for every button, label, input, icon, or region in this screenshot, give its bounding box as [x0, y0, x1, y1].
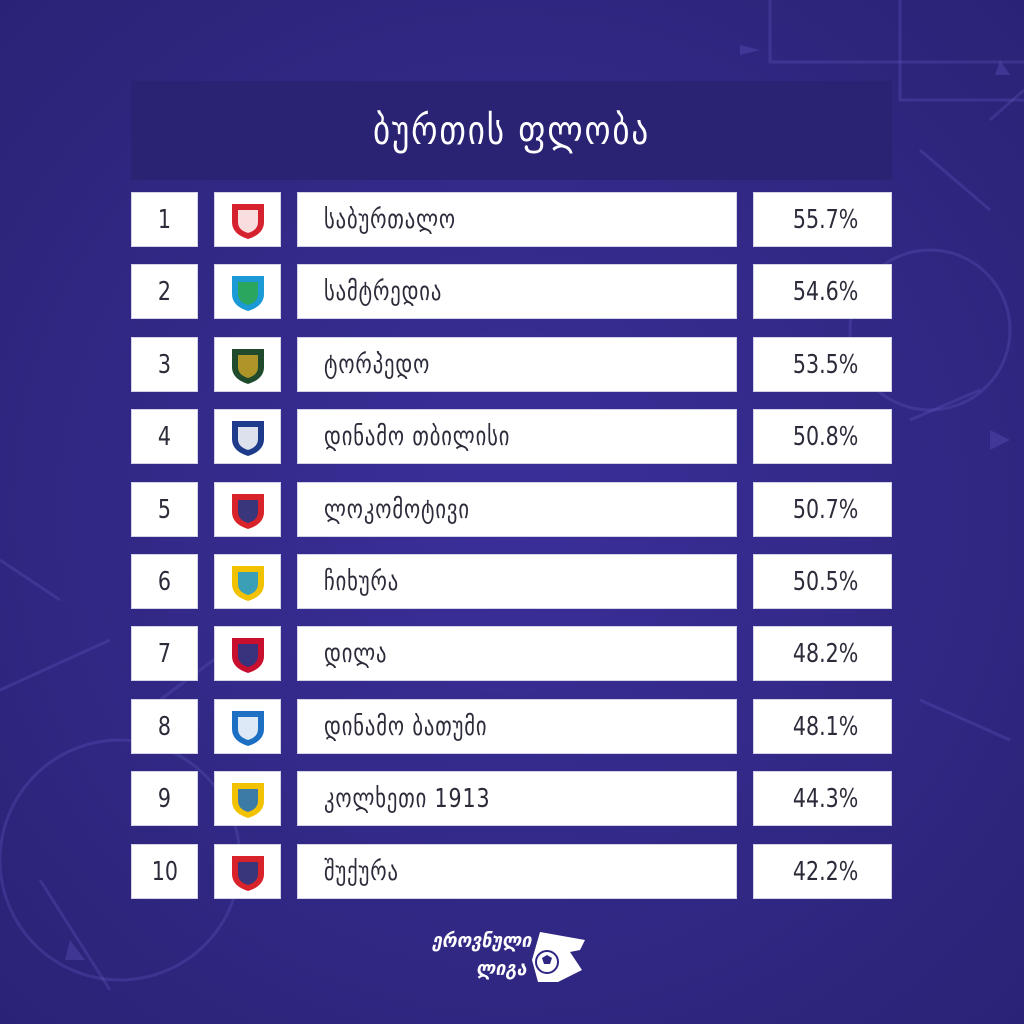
team-name-cell-text: შუქურა	[324, 856, 399, 887]
logo-cell	[214, 626, 281, 681]
chikhura-logo	[231, 565, 264, 601]
logo-cell	[214, 192, 281, 247]
logo-cell	[214, 844, 281, 899]
team-name-cell-text: დინამო თბილისი	[324, 421, 511, 452]
table-row: 10 შუქურა 42.2%	[131, 844, 892, 899]
possession-value-cell: 54.6%	[753, 264, 892, 319]
rank-cell-text: 10	[151, 856, 178, 887]
table-row: 5 ლოკომოტივი 50.7%	[131, 482, 892, 537]
team-name-cell-text: დილა	[324, 638, 388, 669]
table-row: 7 დილა 48.2%	[131, 626, 892, 681]
lokomotivi-logo	[231, 493, 264, 529]
possession-value-cell-text: 42.2%	[792, 856, 858, 887]
rank-cell-text: 1	[157, 204, 172, 235]
rank-cell-text: 9	[157, 783, 172, 814]
erovnuli-liga-logo: ეროვნული ლიგა	[430, 920, 600, 995]
possession-value-cell-text: 54.6%	[792, 276, 858, 307]
kolkheti-logo	[231, 782, 264, 818]
possession-value-cell-text: 50.5%	[792, 566, 858, 597]
possession-value-cell: 50.7%	[753, 482, 892, 537]
rank-cell-text: 6	[157, 566, 172, 597]
possession-value-cell: 48.2%	[753, 626, 892, 681]
possession-value-cell-text: 48.1%	[792, 711, 858, 742]
table-row: 6 ჩიხურა 50.5%	[131, 554, 892, 609]
logo-cell	[214, 337, 281, 392]
possession-value-cell-text: 50.7%	[792, 494, 858, 525]
rank-cell: 1	[131, 192, 198, 247]
possession-value-cell-text: 44.3%	[792, 783, 858, 814]
possession-value-cell-text: 55.7%	[792, 204, 858, 235]
league-name-line1: ეროვნული	[432, 928, 532, 952]
team-name-cell-text: ტორპედო	[324, 349, 431, 380]
league-name-line2: ლიგა	[476, 956, 527, 980]
rank-cell: 6	[131, 554, 198, 609]
team-name-cell-text: კოლხეთი 1913	[324, 783, 491, 814]
team-name-cell-text: დინამო ბათუმი	[324, 711, 488, 742]
table-row: 8 დინამო ბათუმი 48.1%	[131, 699, 892, 754]
possession-value-cell: 50.5%	[753, 554, 892, 609]
possession-value-cell-text: 48.2%	[792, 638, 858, 669]
saburtalo-logo	[231, 203, 264, 239]
rank-cell-text: 4	[157, 421, 172, 452]
team-name-cell: დილა	[297, 626, 737, 681]
rank-cell-text: 3	[157, 349, 172, 380]
logo-cell	[214, 699, 281, 754]
table-row: 1 საბურთალო 55.7%	[131, 192, 892, 247]
table-row: 2 სამტრედია 54.6%	[131, 264, 892, 319]
logo-cell	[214, 409, 281, 464]
shukura-logo	[231, 855, 264, 891]
team-name-cell: კოლხეთი 1913	[297, 771, 737, 826]
logo-cell	[214, 554, 281, 609]
logo-cell	[214, 264, 281, 319]
rank-cell: 7	[131, 626, 198, 681]
possession-value-cell: 48.1%	[753, 699, 892, 754]
team-name-cell: შუქურა	[297, 844, 737, 899]
title-bar: ბურთის ფლობა	[131, 81, 892, 180]
team-name-cell: დინამო ბათუმი	[297, 699, 737, 754]
team-name-cell-text: ლოკომოტივი	[324, 494, 470, 525]
possession-value-cell-text: 50.8%	[792, 421, 858, 452]
team-name-cell: საბურთალო	[297, 192, 737, 247]
team-name-cell: სამტრედია	[297, 264, 737, 319]
rank-cell-text: 5	[157, 494, 172, 525]
team-name-cell: ტორპედო	[297, 337, 737, 392]
team-name-cell-text: სამტრედია	[324, 276, 443, 307]
possession-value-cell: 50.8%	[753, 409, 892, 464]
rank-cell: 5	[131, 482, 198, 537]
team-name-cell: დინამო თბილისი	[297, 409, 737, 464]
dinamo-batumi-logo	[231, 710, 264, 746]
possession-value-cell: 55.7%	[753, 192, 892, 247]
page-title: ბურთის ფლობა	[373, 107, 650, 154]
rank-cell: 4	[131, 409, 198, 464]
rank-cell: 3	[131, 337, 198, 392]
rank-cell: 8	[131, 699, 198, 754]
team-name-cell-text: საბურთალო	[324, 204, 456, 235]
rank-cell: 2	[131, 264, 198, 319]
possession-value-cell: 53.5%	[753, 337, 892, 392]
possession-value-cell: 42.2%	[753, 844, 892, 899]
rank-cell-text: 2	[157, 276, 172, 307]
dinamo-tbilisi-logo	[231, 420, 264, 456]
rank-cell: 9	[131, 771, 198, 826]
table-row: 4 დინამო თბილისი 50.8%	[131, 409, 892, 464]
samtredia-logo	[231, 275, 264, 311]
possession-value-cell: 44.3%	[753, 771, 892, 826]
dila-logo	[231, 637, 264, 673]
team-name-cell-text: ჩიხურა	[324, 566, 400, 597]
table-row: 3 ტორპედო 53.5%	[131, 337, 892, 392]
rank-cell: 10	[131, 844, 198, 899]
possession-value-cell-text: 53.5%	[792, 349, 858, 380]
league-mascot-icon	[532, 932, 585, 982]
torpedo-logo	[231, 348, 264, 384]
rank-cell-text: 7	[157, 638, 172, 669]
logo-cell	[214, 482, 281, 537]
rank-cell-text: 8	[157, 711, 172, 742]
team-name-cell: ლოკომოტივი	[297, 482, 737, 537]
table-row: 9 კოლხეთი 1913 44.3%	[131, 771, 892, 826]
logo-cell	[214, 771, 281, 826]
team-name-cell: ჩიხურა	[297, 554, 737, 609]
